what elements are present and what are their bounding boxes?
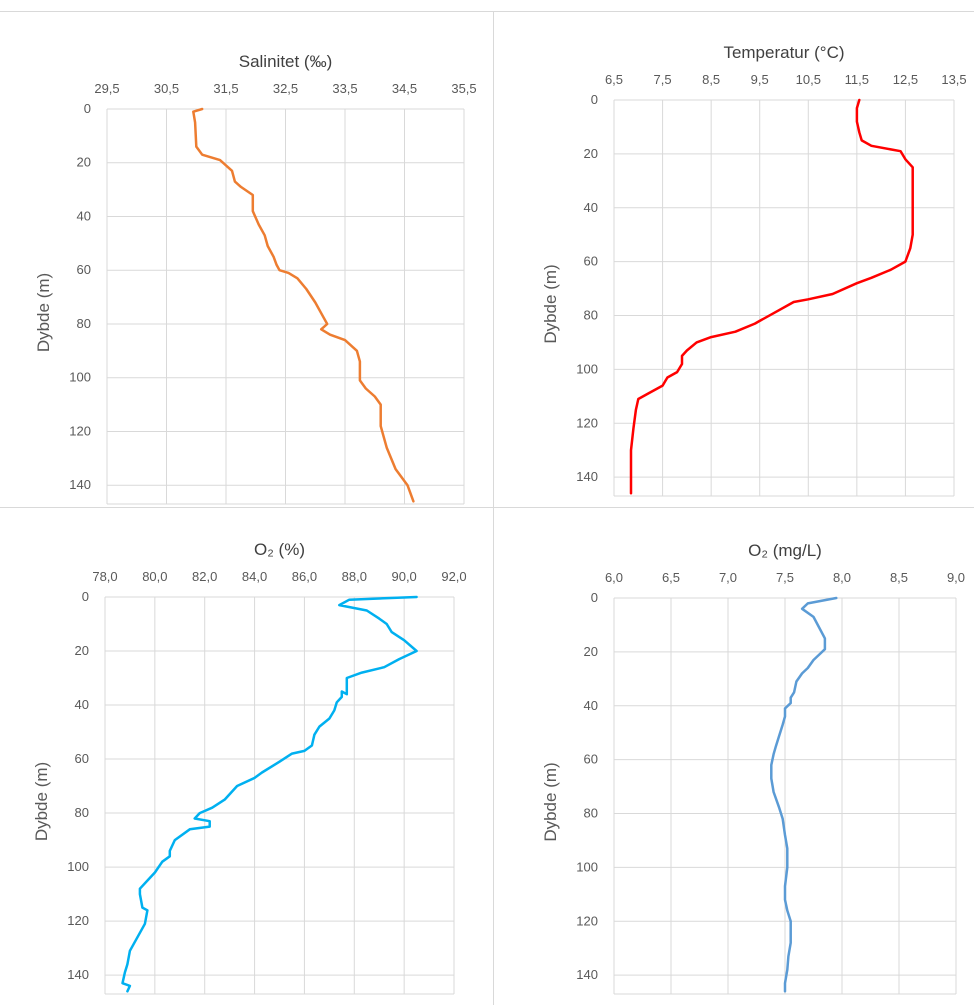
x-tick-label: 92,0 (441, 569, 466, 584)
x-tick-label: 35,5 (451, 81, 476, 96)
x-tick-label: 11,5 (845, 72, 869, 87)
y-tick-label: 0 (591, 92, 598, 107)
series-line (629, 98, 914, 495)
y-tick-label: 140 (576, 967, 598, 982)
x-tick-label: 8,5 (890, 570, 908, 585)
y-tick-label: 120 (576, 913, 598, 928)
salinity-chart: Salinitet (‰) 29,5 30,5 31,5 32,5 33,5 34,5 35,… (34, 52, 477, 505)
y-axis-label: Dybde (m) (541, 264, 560, 343)
x-tick-label: 29,5 (94, 81, 119, 96)
x-tick-label: 13,5 (941, 72, 966, 87)
oxygen-mgl-chart: O₂ (mg/L) 6,0 6,5 7,0 7,5 8,0 8,5 9,0 0 20 40 60 80 1… (541, 541, 965, 995)
series-line (192, 107, 415, 503)
x-tick-label: 88,0 (342, 569, 367, 584)
x-tick-label: 8,0 (833, 570, 851, 585)
y-tick-label: 100 (67, 859, 89, 874)
y-tick-label: 20 (75, 643, 89, 658)
x-tick-label: 6,0 (605, 570, 623, 585)
y-tick-label: 80 (75, 805, 89, 820)
y-tick-label: 60 (584, 254, 598, 269)
y-tick-label: 40 (75, 697, 89, 712)
y-axis-label: Dybde (m) (541, 762, 560, 841)
y-tick-label: 140 (576, 469, 598, 484)
y-tick-label: 60 (77, 262, 91, 277)
x-tick-label: 6,5 (605, 72, 623, 87)
x-tick-label: 7,5 (654, 72, 672, 87)
x-tick-label: 9,5 (751, 72, 769, 87)
x-tick-label: 30,5 (154, 81, 179, 96)
chart-title: Salinitet (‰) (239, 52, 333, 71)
y-tick-label: 0 (591, 590, 598, 605)
y-tick-label: 100 (576, 361, 598, 376)
y-tick-label: 120 (69, 423, 91, 438)
temperature-chart: Temperatur (°C) 6,5 7,5 8,5 9,5 10,5 11,5 12,5 1… (541, 43, 967, 497)
chart-title: O₂ (mg/L) (748, 541, 822, 560)
x-tick-label: 31,5 (213, 81, 238, 96)
oxygen-percent-chart: O₂ (%) 78,0 80,0 82,0 84,0 86,0 88,0 90,0 92,0 0 2… (32, 540, 467, 995)
y-tick-label: 0 (82, 589, 89, 604)
y-tick-label: 80 (77, 316, 91, 331)
x-tick-label: 8,5 (702, 72, 720, 87)
y-tick-label: 60 (584, 752, 598, 767)
y-tick-label: 80 (584, 806, 598, 821)
y-axis-label: Dybde (m) (34, 273, 53, 352)
panel-divider-horizontal (0, 507, 974, 508)
oxygen-percent-chart-panel: O₂ (%) 78,0 80,0 82,0 84,0 86,0 88,0 90,0 92,0 0 2… (0, 508, 493, 1005)
y-tick-label: 80 (584, 308, 598, 323)
x-tick-label: 78,0 (92, 569, 117, 584)
x-tick-label: 86,0 (292, 569, 317, 584)
x-tick-label: 9,0 (947, 570, 965, 585)
x-tick-label: 82,0 (192, 569, 217, 584)
panel-divider-vertical (493, 12, 494, 1005)
chart-title: O₂ (%) (254, 540, 305, 559)
y-tick-label: 0 (84, 101, 91, 116)
x-tick-label: 84,0 (242, 569, 267, 584)
y-tick-label: 20 (584, 644, 598, 659)
y-tick-label: 120 (576, 415, 598, 430)
x-tick-label: 12,5 (893, 72, 918, 87)
chart-title: Temperatur (°C) (723, 43, 844, 62)
x-tick-label: 6,5 (662, 570, 680, 585)
series-line (121, 595, 418, 993)
y-axis-label: Dybde (m) (32, 762, 51, 841)
salinity-chart-panel: Salinitet (‰) 29,5 30,5 31,5 32,5 33,5 34,5 35,… (0, 12, 493, 507)
y-tick-label: 100 (69, 370, 91, 385)
y-tick-label: 20 (584, 146, 598, 161)
x-tick-label: 10,5 (796, 72, 821, 87)
x-tick-label: 7,5 (776, 570, 794, 585)
y-tick-label: 140 (69, 477, 91, 492)
y-tick-label: 20 (77, 155, 91, 170)
x-tick-label: 7,0 (719, 570, 737, 585)
y-tick-label: 120 (67, 913, 89, 928)
series-line (770, 596, 838, 993)
y-tick-label: 100 (576, 859, 598, 874)
x-tick-label: 33,5 (332, 81, 357, 96)
y-tick-label: 40 (584, 698, 598, 713)
temperature-chart-panel: Temperatur (°C) 6,5 7,5 8,5 9,5 10,5 11,5 12,5 1… (494, 12, 974, 507)
y-tick-label: 40 (77, 208, 91, 223)
frame-top-border (0, 11, 974, 12)
x-tick-label: 34,5 (392, 81, 417, 96)
x-tick-label: 32,5 (273, 81, 298, 96)
y-tick-label: 40 (584, 200, 598, 215)
y-tick-label: 140 (67, 967, 89, 982)
x-tick-label: 80,0 (142, 569, 167, 584)
x-tick-label: 90,0 (391, 569, 416, 584)
y-tick-label: 60 (75, 751, 89, 766)
oxygen-mgl-chart-panel: O₂ (mg/L) 6,0 6,5 7,0 7,5 8,0 8,5 9,0 0 20 40 60 80 1… (494, 508, 974, 1005)
